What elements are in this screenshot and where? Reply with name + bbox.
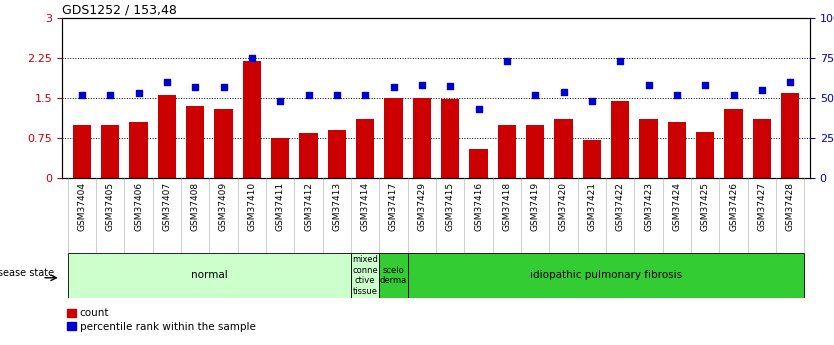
- Bar: [379, 253, 408, 298]
- Bar: [101, 125, 119, 178]
- Bar: [214, 109, 233, 178]
- Text: GSM37427: GSM37427: [757, 182, 766, 231]
- Point: [387, 85, 400, 90]
- Text: scelo
derma: scelo derma: [379, 266, 407, 285]
- Bar: [73, 125, 91, 178]
- Text: disease state: disease state: [0, 268, 54, 278]
- Text: mixed
conne
ctive
tissue: mixed conne ctive tissue: [352, 255, 378, 296]
- Text: GSM37422: GSM37422: [615, 182, 625, 230]
- Text: GSM37405: GSM37405: [106, 182, 114, 231]
- Text: GSM37411: GSM37411: [276, 182, 284, 231]
- Point: [614, 58, 627, 63]
- Point: [103, 92, 117, 98]
- Text: GSM37404: GSM37404: [78, 182, 87, 231]
- Point: [500, 58, 514, 63]
- Point: [444, 83, 457, 89]
- Point: [245, 55, 259, 61]
- Point: [755, 87, 768, 93]
- Text: GDS1252 / 153,48: GDS1252 / 153,48: [62, 4, 177, 17]
- Bar: [640, 119, 658, 178]
- Text: GSM37412: GSM37412: [304, 182, 313, 231]
- Point: [359, 92, 372, 98]
- Bar: [611, 101, 630, 178]
- Point: [642, 82, 656, 87]
- Text: GSM37415: GSM37415: [445, 182, 455, 231]
- Text: normal: normal: [191, 270, 228, 280]
- Bar: [752, 119, 771, 178]
- Point: [585, 98, 599, 104]
- Text: GSM37409: GSM37409: [219, 182, 228, 231]
- Text: GSM37429: GSM37429: [417, 182, 426, 231]
- Text: GSM37416: GSM37416: [474, 182, 483, 231]
- Point: [529, 92, 542, 98]
- Bar: [408, 253, 804, 298]
- Point: [699, 82, 712, 87]
- Bar: [129, 122, 148, 178]
- Bar: [158, 95, 176, 178]
- Bar: [498, 125, 516, 178]
- Text: GSM37425: GSM37425: [701, 182, 710, 231]
- Text: GSM37420: GSM37420: [559, 182, 568, 231]
- Bar: [271, 138, 289, 178]
- Text: GSM37413: GSM37413: [332, 182, 341, 231]
- Text: GSM37407: GSM37407: [163, 182, 171, 231]
- Text: GSM37424: GSM37424: [672, 182, 681, 230]
- Point: [188, 85, 202, 90]
- Text: GSM37406: GSM37406: [134, 182, 143, 231]
- Text: GSM37419: GSM37419: [530, 182, 540, 231]
- Text: GSM37421: GSM37421: [587, 182, 596, 231]
- Point: [75, 92, 88, 98]
- Legend: count, percentile rank within the sample: count, percentile rank within the sample: [68, 308, 255, 332]
- Point: [783, 79, 796, 85]
- Bar: [583, 140, 601, 178]
- Bar: [243, 61, 261, 178]
- Point: [726, 92, 740, 98]
- Bar: [441, 99, 460, 178]
- Point: [671, 92, 684, 98]
- Bar: [696, 131, 715, 178]
- Text: GSM37418: GSM37418: [502, 182, 511, 231]
- Point: [132, 90, 145, 96]
- Text: GSM37426: GSM37426: [729, 182, 738, 231]
- Bar: [724, 109, 743, 178]
- Text: GSM37428: GSM37428: [786, 182, 795, 231]
- Point: [330, 92, 344, 98]
- Bar: [356, 119, 374, 178]
- Text: GSM37414: GSM37414: [360, 182, 369, 231]
- Bar: [186, 106, 204, 178]
- Point: [274, 98, 287, 104]
- Bar: [413, 98, 431, 178]
- Text: GSM37423: GSM37423: [644, 182, 653, 231]
- Bar: [668, 122, 686, 178]
- Bar: [555, 119, 573, 178]
- Bar: [68, 253, 351, 298]
- Point: [472, 106, 485, 111]
- Point: [302, 92, 315, 98]
- Bar: [384, 98, 403, 178]
- Point: [415, 82, 429, 87]
- Bar: [351, 253, 379, 298]
- Text: GSM37410: GSM37410: [248, 182, 256, 231]
- Bar: [781, 93, 799, 178]
- Point: [160, 79, 173, 85]
- Text: GSM37417: GSM37417: [389, 182, 398, 231]
- Text: idiopathic pulmonary fibrosis: idiopathic pulmonary fibrosis: [530, 270, 682, 280]
- Text: GSM37408: GSM37408: [191, 182, 199, 231]
- Point: [217, 85, 230, 90]
- Bar: [299, 133, 318, 178]
- Bar: [470, 149, 488, 178]
- Bar: [526, 125, 545, 178]
- Bar: [328, 130, 346, 178]
- Point: [557, 89, 570, 95]
